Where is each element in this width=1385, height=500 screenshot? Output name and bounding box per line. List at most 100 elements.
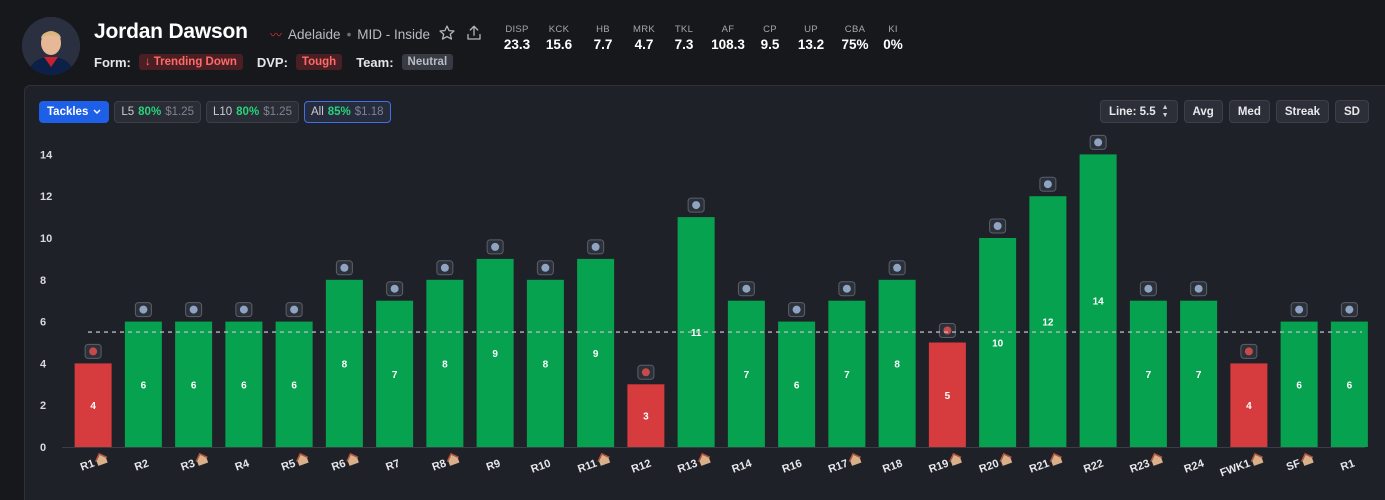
opponent-logo-dot <box>189 305 198 314</box>
bar-r5 <box>275 321 313 447</box>
bar-value-label: 9 <box>593 349 599 360</box>
opponent-logo-icon: Geelong <box>285 302 303 318</box>
stat-value: 23.3 <box>503 37 531 52</box>
bar-value-label: 8 <box>442 359 448 370</box>
sd-toggle-button[interactable]: SD <box>1335 100 1369 123</box>
all-hit-rate-pill[interactable]: All 85% $1.18 <box>303 101 391 123</box>
x-tick-r10: R10 <box>529 458 552 476</box>
x-tick-r2: R2 <box>133 458 150 474</box>
stat-hb: HB 7.7 <box>582 24 624 52</box>
opponent-logo-dot <box>390 284 399 293</box>
favorite-star-icon[interactable] <box>438 24 456 42</box>
home-icon-body <box>699 454 711 466</box>
opponent-logo-icon: Western Bulldogs <box>888 260 906 276</box>
l5-hit-rate-pill[interactable]: L5 80% $1.25 <box>114 101 201 123</box>
avg-toggle-button[interactable]: Avg <box>1183 100 1223 123</box>
opponent-logo-icon: Port Adelaide <box>989 218 1007 234</box>
opponent-logo-icon: Hawthorn <box>737 281 755 297</box>
opponent-logo-dot <box>1144 284 1153 293</box>
x-tick-label: R3 <box>179 458 196 474</box>
x-tick-r4: R4 <box>234 457 252 473</box>
chart-toolbar-right: Line: 5.5 ▲ ▼ Avg Med Streak SD <box>1099 100 1369 123</box>
x-tick-sf: SF <box>1285 452 1314 474</box>
home-icon <box>94 452 108 466</box>
form-label: Form: <box>94 54 131 70</box>
x-tick-label: SF <box>1285 457 1303 473</box>
team-badge: Neutral <box>401 54 454 70</box>
med-toggle-button[interactable]: Med <box>1228 100 1270 123</box>
x-tick-r23: R23 <box>1128 452 1163 476</box>
stat-select-dropdown[interactable]: Tackles <box>39 101 110 123</box>
player-meta: 〰 Adelaide • MID - Inside <box>270 26 430 43</box>
opponent-logo-dot <box>340 263 349 272</box>
chart-toolbar-left: Tackles L5 80% $1.25 L10 80% $1.25 All 8… <box>39 101 391 123</box>
stepper-arrows-icon[interactable]: ▲ ▼ <box>1161 103 1169 119</box>
bar-r1 <box>74 363 112 447</box>
bar-r8 <box>426 279 464 447</box>
opponent-logo-dot <box>742 284 751 293</box>
x-tick-r14: R14 <box>730 457 754 475</box>
x-tick-r18: R18 <box>881 458 904 476</box>
all-price: $1.18 <box>354 106 384 118</box>
bar-value-label: 7 <box>1146 370 1152 381</box>
bar-r19 <box>928 342 966 447</box>
stat-select-label: Tackles <box>47 106 89 118</box>
stat-value: 0% <box>883 37 903 52</box>
home-icon-body <box>297 454 309 466</box>
line-value: Line: 5.5 <box>1108 105 1156 118</box>
opponent-logo-dot <box>792 305 801 314</box>
l5-pct: 80% <box>138 106 162 118</box>
x-tick-r1: R1 <box>79 452 108 474</box>
opponent-logo-icon: Port Adelaide <box>486 239 504 255</box>
l10-price: $1.25 <box>263 106 292 118</box>
bar-fwk1 <box>1230 363 1268 447</box>
stat-key: KI <box>888 24 898 35</box>
home-icon <box>446 452 460 466</box>
x-tick-label: R11 <box>576 458 599 476</box>
y-tick-label: 8 <box>40 275 46 287</box>
opponent-logo-dot <box>1345 305 1354 314</box>
share-icon[interactable] <box>465 24 483 42</box>
x-tick-r24: R24 <box>1183 457 1207 475</box>
l10-hit-rate-pill[interactable]: L10 80% $1.25 <box>205 101 299 123</box>
y-tick-label: 2 <box>40 400 46 412</box>
home-icon <box>1049 452 1063 466</box>
bar-r12 <box>627 384 665 447</box>
bar-r2 <box>124 321 162 447</box>
arrow-down-icon: ↓ <box>144 56 154 68</box>
l10-label: L10 <box>212 106 233 118</box>
stat-key: DISP <box>505 24 529 35</box>
stat-value: 15.6 <box>545 37 573 52</box>
home-icon <box>1250 452 1264 466</box>
bar-r10 <box>526 279 564 447</box>
y-tick-label: 10 <box>40 233 52 245</box>
home-icon-roof <box>848 452 861 462</box>
x-tick-label: R12 <box>630 458 653 476</box>
x-tick-r6: R6 <box>330 452 359 474</box>
opponent-logo-dot <box>139 305 148 314</box>
stat-af: AF 108.3 <box>704 24 752 52</box>
stat-ki: KI 0% <box>876 24 910 52</box>
x-tick-r3: R3 <box>179 452 209 474</box>
bar-r17 <box>828 300 866 447</box>
home-icon-body <box>1302 454 1314 466</box>
bar-value-label: 7 <box>844 370 850 381</box>
bar-value-label: 8 <box>894 359 900 370</box>
home-icon <box>999 452 1013 466</box>
y-tick-label: 4 <box>40 358 47 370</box>
x-tick-label: R22 <box>1082 458 1105 476</box>
bar-value-label: 6 <box>241 380 247 391</box>
x-tick-label: R7 <box>384 458 401 474</box>
x-tick-r9: R9 <box>485 458 502 474</box>
opponent-logo-icon: Collingwood <box>1139 281 1157 297</box>
team-label: Team: <box>356 54 394 70</box>
opponent-logo-dot <box>641 368 650 377</box>
player-header: Jordan Dawson 〰 Adelaide • MID - Inside … <box>0 0 1385 84</box>
bar-r6 <box>325 279 363 447</box>
stat-disp: DISP 23.3 <box>498 24 536 52</box>
opponent-logo-dot <box>1244 347 1253 356</box>
line-stepper[interactable]: Line: 5.5 ▲ ▼ <box>1099 100 1178 123</box>
x-tick-r12: R12 <box>630 458 653 476</box>
opponent-logo-icon: Hawthorn <box>1039 176 1057 192</box>
streak-toggle-button[interactable]: Streak <box>1275 100 1330 123</box>
